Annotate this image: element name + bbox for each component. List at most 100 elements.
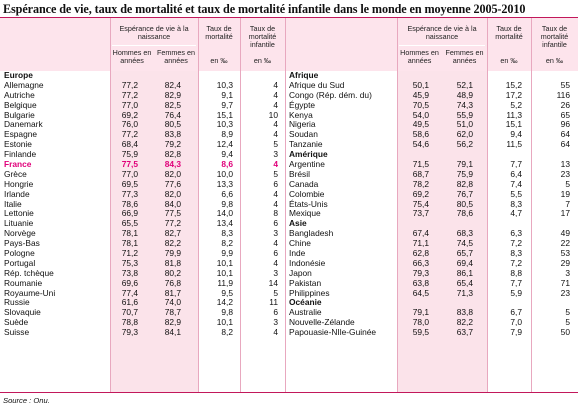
header-taux: Taux de mortalité [495,24,523,41]
country-name: Russie [4,297,30,308]
infantile-value: 26 [560,99,570,110]
infantile-value: 3 [565,267,570,278]
hommes-value: 78,6 [121,198,138,209]
infantile-value: 4 [273,188,278,199]
femmes-value: 82,0 [164,188,181,199]
country-name: États-Unis [289,198,328,209]
hommes-value: 59,5 [412,327,429,338]
header-span-line [399,45,485,46]
taux-value: 8,3 [510,248,522,259]
country-name: Canada [289,178,319,189]
country-name: Espagne [4,129,38,140]
infantile-value: 23 [560,287,570,298]
header-hommes: Hommes en années [112,48,152,65]
infantile-value: 64 [560,139,570,150]
hommes-value: 78,2 [412,178,429,189]
table-row: Nouvelle-Zélande 78,0 82,2 7,0 5 [285,317,578,328]
femmes-value: 76,4 [164,109,181,120]
hommes-value: 70,7 [121,307,138,318]
taux-value: 9,9 [221,248,233,259]
taux-value: 5,9 [510,287,522,298]
table-row: Danemark 76,0 80,5 10,3 4 [0,120,285,130]
column-separator [198,18,199,392]
taux-value: 10,3 [216,119,233,130]
taux-value: 9,4 [221,149,233,160]
femmes-value: 82,8 [456,178,473,189]
table-row: Suisse 79,3 84,1 8,2 4 [0,327,285,338]
infantile-value: 14 [268,277,278,288]
country-name: Colombie [289,188,325,199]
infantile-value: 3 [273,317,278,328]
infantile-value: 11 [269,297,278,308]
table-row: Bulgarie 69,2 76,4 15,1 10 [0,109,285,121]
taux-value: 7,9 [510,327,522,338]
taux-value: 6,4 [510,168,522,179]
hommes-value: 77,3 [121,188,138,199]
table-row: Soudan 58,6 62,0 9,4 64 [285,129,578,140]
column-separator [110,18,111,392]
femmes-value: 82,5 [164,99,181,110]
femmes-value: 81,7 [164,287,181,298]
infantile-value: 4 [273,119,278,130]
taux-value: 5,5 [510,188,522,199]
taux-value: 10,0 [216,168,233,179]
femmes-value: 65,4 [456,277,473,288]
country-name: Lituanie [4,218,34,229]
header-taux: Taux de mortalité [205,24,233,41]
taux-value: 8,9 [221,129,233,140]
table-row: États-Unis 75,4 80,5 8,3 7 [285,198,578,210]
table-row: Lituanie 65,5 77,2 13,4 6 [0,218,285,229]
femmes-value: 74,3 [456,99,473,110]
hommes-value: 79,3 [412,267,429,278]
hommes-value: 65,5 [121,218,138,229]
taux-value: 14,2 [216,297,233,308]
hommes-value: 61,6 [121,297,138,308]
table-row: Argentine 71,5 79,1 7,7 13 [285,159,578,170]
country-name: Congo (Rép. dém. du) [289,89,372,100]
header-taux-unit: en ‰ [210,56,228,65]
taux-value: 10,1 [216,267,233,278]
infantile-value: 29 [560,257,570,268]
table-row: Portugal 75,3 81,8 10,1 4 [0,257,285,269]
femmes-value: 81,8 [164,257,181,268]
hommes-value: 77,2 [121,79,138,90]
taux-value: 8,2 [221,238,233,249]
femmes-value: 76,7 [456,188,473,199]
country-name: Danemark [4,119,43,130]
hommes-value: 77,2 [121,89,138,100]
infantile-value: 4 [273,198,278,209]
table-row: Belgique 77,0 82,5 9,7 4 [0,99,285,111]
taux-value: 5,2 [510,99,522,110]
femmes-value: 80,5 [164,119,181,130]
infantile-value: 55 [560,79,570,90]
header-taux-unit: en ‰ [500,56,518,65]
taux-value: 17,2 [505,89,522,100]
infantile-value: 5 [273,139,278,150]
infantile-value: 6 [273,248,278,259]
taux-value: 6,7 [510,307,522,318]
table-row: Slovaquie 70,7 78,7 9,8 6 [0,307,285,318]
hommes-value: 77,2 [121,129,138,140]
hommes-value: 77,0 [121,99,138,110]
femmes-value: 82,7 [164,228,181,239]
header-infantile: Taux de mortalité infantile [540,24,569,49]
femmes-value: 80,2 [164,267,181,278]
infantile-value: 6 [273,178,278,189]
table-row: Russie 61,6 74,0 14,2 11 [0,298,285,308]
taux-value: 11,9 [217,277,233,288]
taux-value: 9,1 [221,89,233,100]
country-name: Norvège [4,228,36,239]
country-name: Égypte [289,99,316,110]
country-name: Papouasie-NIle-Guinée [289,327,377,338]
region-name: Europe [4,70,33,80]
country-name: France [4,159,32,170]
taux-value: 6,3 [510,228,522,239]
femmes-value: 82,2 [456,317,473,328]
taux-value: 7,0 [510,317,522,328]
infantile-value: 5 [273,168,278,179]
table-row: Nigeria 49,5 51,0 15,1 96 [285,120,578,130]
country-name: Soudan [289,129,318,140]
infantile-value: 19 [560,188,570,199]
femmes-value: 83,8 [456,307,473,318]
hommes-value: 70,5 [412,99,429,110]
